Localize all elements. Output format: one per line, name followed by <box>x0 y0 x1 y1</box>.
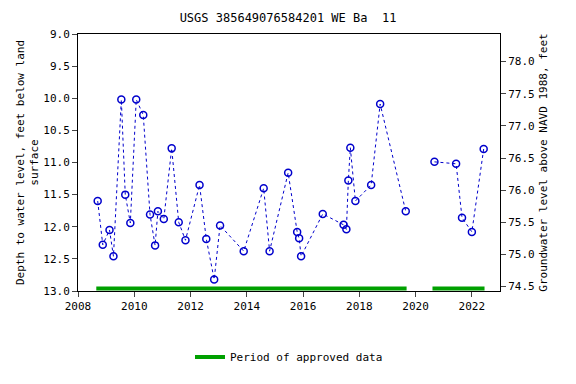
svg-text:75.0: 75.0 <box>508 248 535 261</box>
svg-text:11.0: 11.0 <box>43 156 70 169</box>
svg-text:77.0: 77.0 <box>508 120 535 133</box>
svg-text:78.0: 78.0 <box>508 55 535 68</box>
svg-text:12.5: 12.5 <box>43 253 70 266</box>
svg-text:2018: 2018 <box>346 300 373 313</box>
svg-text:9.0: 9.0 <box>50 28 70 41</box>
svg-text:74.5: 74.5 <box>508 280 535 293</box>
svg-text:2008: 2008 <box>65 300 92 313</box>
svg-text:11.5: 11.5 <box>43 188 70 201</box>
svg-text:Period of approved data: Period of approved data <box>230 351 382 364</box>
svg-text:2022: 2022 <box>459 300 486 313</box>
svg-text:9.5: 9.5 <box>50 60 70 73</box>
svg-text:10.5: 10.5 <box>43 124 70 137</box>
svg-text:2014: 2014 <box>234 300 261 313</box>
svg-text:76.5: 76.5 <box>508 152 535 165</box>
svg-text:USGS 385649076584201 WE Ba 11: USGS 385649076584201 WE Ba 11 <box>180 11 397 25</box>
svg-text:2016: 2016 <box>290 300 317 313</box>
svg-text:Groundwater level above NAVD 1: Groundwater level above NAVD 1988, feet <box>537 33 550 291</box>
svg-text:12.0: 12.0 <box>43 221 70 234</box>
svg-text:2010: 2010 <box>121 300 148 313</box>
svg-text:Depth to water level, feet bel: Depth to water level, feet below landsur… <box>14 40 41 285</box>
svg-text:75.5: 75.5 <box>508 216 535 229</box>
svg-text:76.0: 76.0 <box>508 184 535 197</box>
svg-text:77.5: 77.5 <box>508 88 535 101</box>
svg-text:2020: 2020 <box>402 300 429 313</box>
svg-text:2012: 2012 <box>177 300 204 313</box>
svg-text:13.0: 13.0 <box>43 285 70 298</box>
svg-text:10.0: 10.0 <box>43 92 70 105</box>
